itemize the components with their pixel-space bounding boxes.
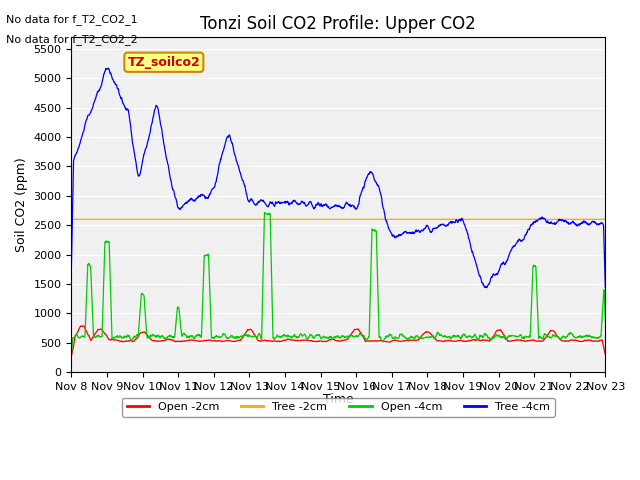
Open -4cm	[305, 334, 313, 339]
Open -4cm	[109, 335, 116, 341]
Open -2cm	[305, 338, 313, 344]
Tree -2cm	[131, 216, 138, 222]
Open -2cm	[68, 353, 76, 359]
Text: TZ_soilco2: TZ_soilco2	[127, 56, 200, 69]
Text: No data for f_T2_CO2_1: No data for f_T2_CO2_1	[6, 14, 138, 25]
Open -2cm	[79, 323, 87, 329]
Open -4cm	[372, 228, 380, 234]
Tree -2cm	[68, 216, 76, 222]
Tree -2cm	[371, 216, 379, 222]
Line: Open -4cm: Open -4cm	[72, 213, 605, 354]
Open -2cm	[602, 351, 609, 357]
Tree -4cm	[294, 202, 302, 207]
Tree -2cm	[109, 216, 116, 222]
Tree -2cm	[294, 216, 302, 222]
Tree -4cm	[305, 199, 313, 204]
Open -2cm	[109, 337, 117, 343]
Line: Open -2cm: Open -2cm	[72, 326, 605, 356]
Tree -4cm	[104, 65, 112, 71]
Open -4cm	[68, 351, 76, 357]
Tree -4cm	[315, 202, 323, 208]
Open -2cm	[131, 337, 139, 343]
X-axis label: Time: Time	[323, 393, 354, 406]
Open -4cm	[602, 318, 609, 324]
Tree -4cm	[602, 285, 609, 290]
Tree -4cm	[68, 264, 76, 270]
Title: Tonzi Soil CO2 Profile: Upper CO2: Tonzi Soil CO2 Profile: Upper CO2	[200, 15, 476, 33]
Open -2cm	[294, 338, 302, 344]
Y-axis label: Soil CO2 (ppm): Soil CO2 (ppm)	[15, 157, 28, 252]
Tree -4cm	[131, 153, 139, 159]
Open -2cm	[315, 338, 323, 344]
Text: No data for f_T2_CO2_2: No data for f_T2_CO2_2	[6, 34, 138, 45]
Open -4cm	[315, 332, 323, 337]
Open -4cm	[131, 334, 138, 339]
Tree -4cm	[483, 285, 490, 290]
Open -2cm	[372, 338, 380, 344]
Tree -2cm	[602, 216, 609, 222]
Tree -2cm	[305, 216, 313, 222]
Line: Tree -4cm: Tree -4cm	[72, 68, 605, 288]
Tree -2cm	[315, 216, 323, 222]
Open -4cm	[261, 210, 269, 216]
Open -4cm	[294, 335, 302, 340]
Legend: Open -2cm, Tree -2cm, Open -4cm, Tree -4cm: Open -2cm, Tree -2cm, Open -4cm, Tree -4…	[122, 397, 555, 417]
Tree -4cm	[372, 179, 380, 184]
Tree -4cm	[109, 77, 117, 83]
